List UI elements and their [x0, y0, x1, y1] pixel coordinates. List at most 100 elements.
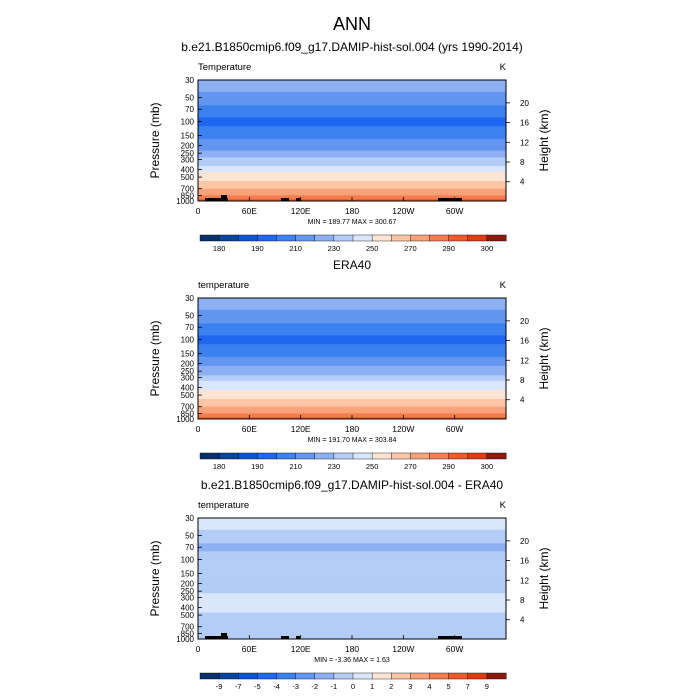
colorbar-tick-label: -5 [254, 682, 261, 691]
colorbar-swatch [486, 672, 507, 680]
y-tick-label: 400 [181, 383, 195, 392]
colorbar-tick-label: 250 [366, 244, 379, 253]
height-tick-label: 12 [520, 138, 529, 147]
contour-band [198, 413, 506, 416]
contour-band [198, 387, 506, 391]
colorbar-tick-label: 250 [366, 462, 379, 471]
x-tick-label: 0 [196, 424, 201, 434]
y-tick-label: 30 [185, 76, 194, 85]
contour-band [198, 580, 506, 584]
colorbar-swatch [238, 452, 258, 460]
contour-band [198, 356, 506, 361]
colorbar-swatch [352, 234, 373, 242]
contour-band [198, 607, 506, 611]
colorbar-swatch [199, 672, 220, 680]
topography-mask [205, 198, 228, 201]
y-tick-label: 50 [185, 94, 194, 103]
y-tick-label: 700 [181, 185, 195, 194]
contour-band [198, 633, 506, 636]
x-tick-label: 180 [345, 424, 359, 434]
stats-label: MIN = 191.70 MAX = 303.84 [308, 437, 397, 444]
colorbar-tick-label: 270 [404, 462, 417, 471]
contour-band [198, 339, 506, 345]
topography-mask [281, 198, 289, 201]
contour-band [198, 591, 506, 594]
contour-band [198, 145, 506, 149]
contour-band [198, 375, 506, 378]
x-tick-label: 0 [196, 206, 201, 216]
x-tick-label: 60E [242, 644, 257, 654]
contour-band [198, 366, 506, 370]
panel-title: b.e21.B1850cmip6.f09_g17.DAMIP-hist-sol.… [181, 40, 523, 54]
colorbar-tick-label: -1 [331, 682, 338, 691]
y-tick-label: 70 [185, 543, 194, 552]
contour-band [198, 159, 506, 164]
topography-mask [281, 636, 289, 639]
contour-band [198, 539, 506, 544]
contour-band [198, 113, 506, 118]
panel-3: b.e21.B1850cmip6.f09_g17.DAMIP-hist-sol.… [148, 478, 551, 691]
height-tick-label: 12 [520, 356, 529, 365]
contour-band [198, 609, 506, 614]
colorbar-tick-label: 180 [213, 462, 226, 471]
colorbar-swatch [238, 672, 258, 680]
x-tick-label: 120E [291, 644, 311, 654]
contour-band [198, 568, 506, 575]
contour-band [198, 368, 506, 372]
colorbar-tick-label: 9 [485, 682, 489, 691]
contour-band [198, 331, 506, 336]
y-tick-label: 200 [181, 359, 195, 368]
contour-band [198, 157, 506, 160]
x-tick-label: 120W [392, 206, 414, 216]
contour-band [198, 117, 506, 123]
contour-band [198, 335, 506, 341]
contour-band [198, 193, 506, 196]
colorbar-tick-label: -2 [311, 682, 318, 691]
colorbar-swatch [352, 452, 373, 460]
height-tick-label: 8 [520, 158, 525, 167]
height-tick-label: 4 [520, 178, 525, 187]
contour-band [198, 573, 506, 578]
contour-band [198, 162, 506, 167]
colorbar-tick-label: 190 [251, 244, 264, 253]
colorbar-swatch [486, 452, 507, 460]
colorbar-swatch [295, 452, 316, 460]
contour-band [198, 142, 506, 146]
contour-band [198, 392, 506, 396]
y-axis-label: Pressure (mb) [148, 102, 162, 178]
x-tick-label: 0 [196, 644, 201, 654]
contour-band [198, 166, 506, 170]
y-tick-label: 1000 [176, 415, 194, 424]
colorbar-swatch [276, 672, 297, 680]
height-tick-label: 12 [520, 576, 529, 585]
contour-fill [198, 518, 506, 640]
colorbar-swatch [314, 672, 335, 680]
colorbar-tick-label: 2 [389, 682, 393, 691]
x-tick-label: 180 [345, 206, 359, 216]
contour-band [198, 586, 506, 590]
colorbar-tick-label: 0 [351, 682, 355, 691]
y-tick-label: 70 [185, 105, 194, 114]
colorbar-tick-label: -3 [292, 682, 299, 691]
colorbar-swatch [218, 672, 239, 680]
contour-band [198, 529, 506, 537]
contour-band [198, 628, 506, 632]
contour-band [198, 398, 506, 404]
y-tick-label: 250 [181, 367, 195, 376]
colorbar-swatch [276, 452, 297, 460]
contour-band [198, 138, 506, 143]
contour-band [198, 395, 506, 400]
x-tick-label: 120W [392, 424, 414, 434]
contour-band [198, 174, 506, 178]
contour-fill [198, 298, 506, 420]
contour-band [198, 188, 506, 192]
contour-band [198, 150, 506, 154]
colorbar-tick-label: 300 [481, 462, 494, 471]
y-tick-label: 700 [181, 623, 195, 632]
colorbar-swatch [333, 672, 354, 680]
height-tick-label: 8 [520, 376, 525, 385]
colorbar-swatch [314, 452, 335, 460]
y-tick-label: 250 [181, 149, 195, 158]
x-tick-label: 60E [242, 424, 257, 434]
contour-band [198, 564, 506, 570]
